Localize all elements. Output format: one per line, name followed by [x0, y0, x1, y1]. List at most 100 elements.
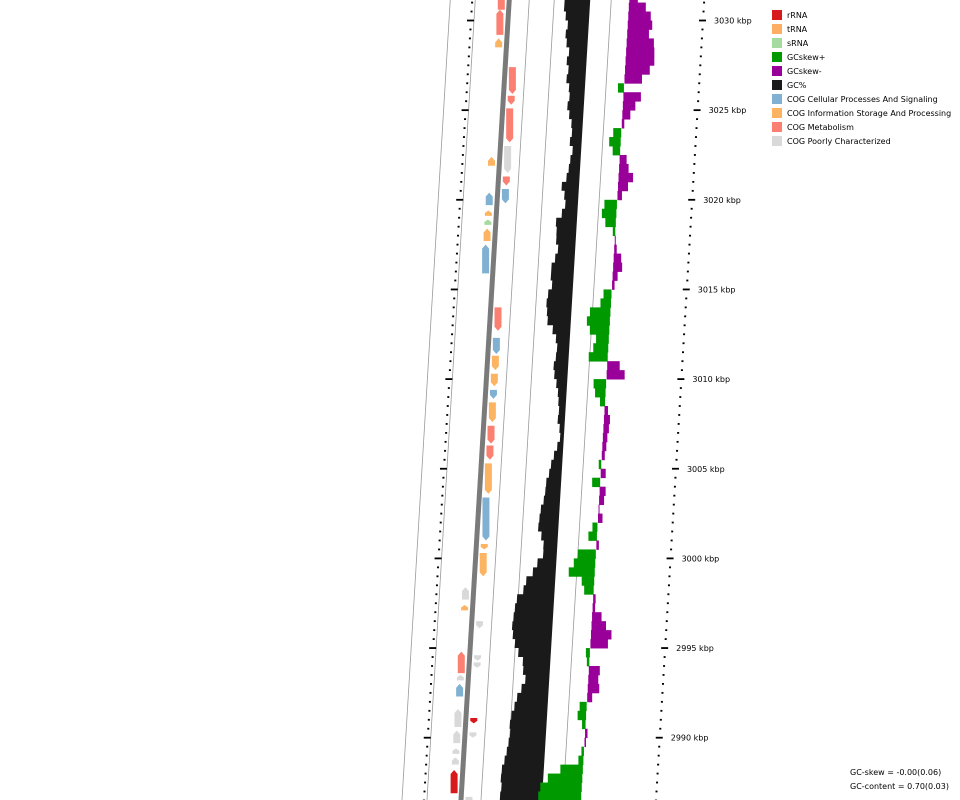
scale-major-tick: [688, 198, 696, 201]
gc-skew-positive: [592, 522, 598, 532]
inner-minor-tick: [425, 754, 428, 757]
gc-skew-positive: [577, 549, 596, 559]
gc-skew-negative: [596, 540, 599, 550]
inner-minor-tick: [447, 396, 450, 398]
inner-minor-tick: [470, 10, 473, 13]
scale-minor-tick: [670, 548, 673, 551]
scale-major-tick: [671, 467, 679, 470]
gc-content-plot: [499, 0, 591, 800]
gc-skew-negative: [625, 65, 650, 75]
scale-minor-tick: [657, 763, 660, 766]
inner-minor-tick: [424, 781, 427, 784]
scale-minor-tick: [669, 566, 672, 569]
gene-feature: [506, 108, 514, 143]
inner-minor-tick: [466, 73, 469, 76]
gene-feature: [488, 156, 496, 166]
inner-minor-tick: [452, 315, 455, 318]
scale-minor-tick: [671, 530, 674, 533]
inner-minor-tick: [444, 449, 447, 452]
gene-feature: [494, 307, 502, 331]
gc-skew-positive: [592, 477, 601, 488]
inner-minor-tick: [469, 28, 472, 31]
inner-minor-tick: [455, 252, 458, 255]
gc-skew-negative: [629, 0, 638, 3]
gc-skew-negative: [592, 603, 596, 613]
legend-label: COG Metabolism: [787, 122, 854, 132]
inner-minor-tick: [423, 790, 426, 793]
gc-skew-negative: [602, 432, 608, 443]
inner-minor-tick: [442, 476, 445, 479]
scale-minor-tick: [668, 575, 671, 578]
legend-swatch: [772, 66, 782, 76]
gene-feature: [491, 355, 499, 371]
inner-minor-tick: [429, 683, 432, 685]
inner-minor-tick: [461, 154, 464, 156]
scale-minor-tick: [699, 64, 702, 67]
inner-minor-tick: [447, 387, 450, 389]
inner-minor-tick: [457, 225, 460, 228]
scale-minor-tick: [688, 243, 691, 246]
scale-label: 3030 kbp: [714, 17, 752, 26]
legend-swatch: [772, 10, 782, 20]
gc-skew-positive: [584, 585, 594, 595]
scale-minor-tick: [677, 431, 680, 434]
gene-feature: [482, 244, 490, 274]
inner-minor-tick: [449, 360, 452, 363]
gene-feature: [476, 621, 484, 629]
gc-skew-positive: [603, 289, 612, 299]
inner-minor-tick: [431, 665, 434, 667]
scale-minor-tick: [699, 55, 702, 58]
gc-skew-negative: [618, 172, 634, 183]
gc-skew-positive: [588, 352, 608, 362]
gene-feature: [456, 674, 464, 681]
inner-minor-tick: [437, 566, 440, 569]
legend-swatch: [772, 24, 782, 34]
inner-major-tick: [450, 288, 458, 291]
gc-skew-negative: [603, 414, 610, 425]
gc-skew-negative: [614, 235, 616, 246]
gc-skew-negative: [599, 486, 606, 497]
legend-item: rRNA: [772, 8, 951, 22]
scale-minor-tick: [681, 360, 684, 363]
legend-item: GC%: [772, 78, 951, 92]
scale-minor-tick: [663, 665, 666, 667]
legend-label: COG Poorly Characterized: [787, 136, 891, 146]
inner-minor-tick: [462, 145, 465, 147]
inner-minor-tick: [425, 763, 428, 766]
gene-feature: [508, 67, 516, 95]
gc-skew-negative: [588, 674, 599, 685]
scale-minor-tick: [677, 423, 680, 425]
inner-minor-tick: [451, 324, 454, 327]
gene-feature: [452, 748, 460, 754]
scale-minor-tick: [694, 145, 697, 147]
legend-item: tRNA: [772, 22, 951, 36]
inner-minor-tick: [446, 405, 449, 407]
gc-skew-positive: [582, 719, 586, 730]
inner-minor-tick: [431, 656, 434, 658]
inner-minor-tick: [450, 342, 453, 345]
track-guide-line: [505, 0, 555, 800]
inner-major-tick: [445, 378, 453, 380]
track-guide-line: [562, 0, 612, 800]
inner-minor-tick: [436, 575, 439, 578]
gc-skew-positive: [577, 710, 587, 721]
gene-feature: [484, 463, 492, 494]
scale-minor-tick: [676, 449, 679, 452]
scale-label: 3010 kbp: [692, 375, 730, 384]
inner-minor-tick: [453, 297, 456, 300]
inner-minor-tick: [438, 539, 441, 542]
gc-skew-positive: [593, 379, 607, 389]
track-guide-line: [401, 0, 451, 800]
inner-minor-tick: [448, 369, 451, 372]
inner-minor-tick: [429, 691, 432, 694]
gc-skew-negative: [624, 74, 642, 84]
legend-item: COG Poorly Characterized: [772, 134, 951, 148]
inner-major-tick: [434, 557, 442, 560]
scale-minor-tick: [695, 127, 698, 129]
gene-feature: [485, 192, 493, 206]
inner-minor-tick: [465, 91, 468, 94]
gc-skew-negative: [590, 639, 608, 649]
gc-skew-positive: [547, 773, 583, 783]
gc-skew-negative: [619, 163, 629, 174]
